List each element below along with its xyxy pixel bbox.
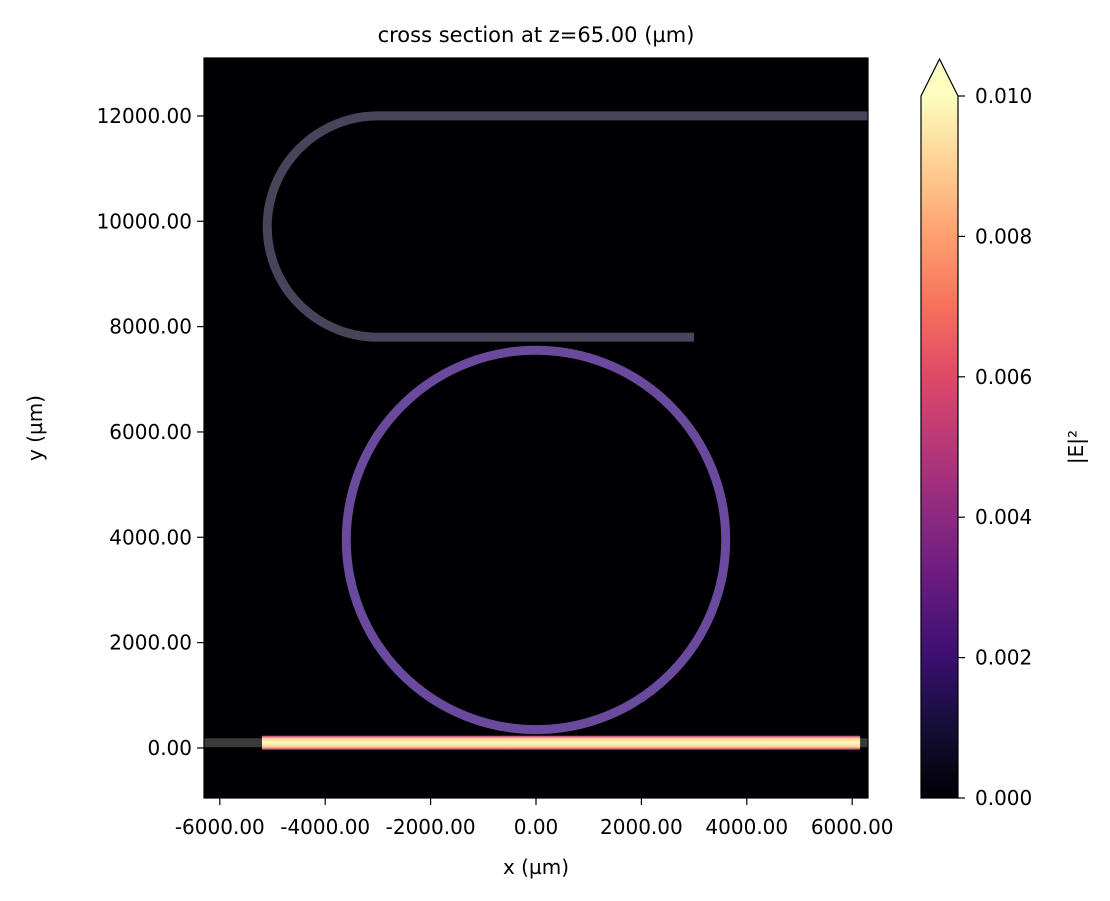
y-tick-label: 2000.00 <box>109 631 192 655</box>
x-tick-label: 6000.00 <box>811 815 894 839</box>
y-tick-label: 0.00 <box>147 736 192 760</box>
y-axis-ticks: 0.00 2000.00 4000.00 6000.00 8000.00 10000.00… <box>97 104 204 760</box>
colorbar-tick-label: 0.010 <box>975 84 1032 108</box>
loop-waveguide <box>262 111 868 342</box>
x-tick-label: -6000.00 <box>175 815 265 839</box>
colorbar-ticks: 0.000 0.002 0.004 0.006 0.008 0.010 <box>958 84 1032 810</box>
bus-field-intensity <box>261 735 861 750</box>
x-tick-label: 0.00 <box>514 815 559 839</box>
y-tick-label: 8000.00 <box>109 315 192 339</box>
x-tick-label: 2000.00 <box>600 815 683 839</box>
colorbar-tick-label: 0.000 <box>975 786 1032 810</box>
colorbar-frame <box>920 57 959 799</box>
plot-area <box>204 58 868 798</box>
colorbar-tick-label: 0.004 <box>975 505 1032 529</box>
y-tick-label: 10000.00 <box>97 209 192 233</box>
colorbar-extend-arrow <box>921 59 958 96</box>
x-axis-ticks: -6000.00 -4000.00 -2000.00 0.00 2000.00 4000.… <box>175 798 894 839</box>
y-axis-label: y (µm) <box>23 395 47 461</box>
y-tick-label: 4000.00 <box>109 525 192 549</box>
colorbar-tick-label: 0.006 <box>975 365 1032 389</box>
colorbar-tick-label: 0.002 <box>975 646 1032 670</box>
colorbar-label: |E|² <box>1064 430 1088 464</box>
x-axis-label: x (µm) <box>503 855 569 879</box>
x-tick-label: -2000.00 <box>386 815 476 839</box>
colorbar <box>921 96 958 798</box>
y-tick-label: 6000.00 <box>109 420 192 444</box>
ring-resonator <box>341 345 731 735</box>
chart-title: cross section at z=65.00 (µm) <box>378 23 695 47</box>
x-tick-label: 4000.00 <box>705 815 788 839</box>
x-tick-label: -4000.00 <box>280 815 370 839</box>
colorbar-tick-label: 0.008 <box>975 224 1032 248</box>
y-tick-label: 12000.00 <box>97 104 192 128</box>
